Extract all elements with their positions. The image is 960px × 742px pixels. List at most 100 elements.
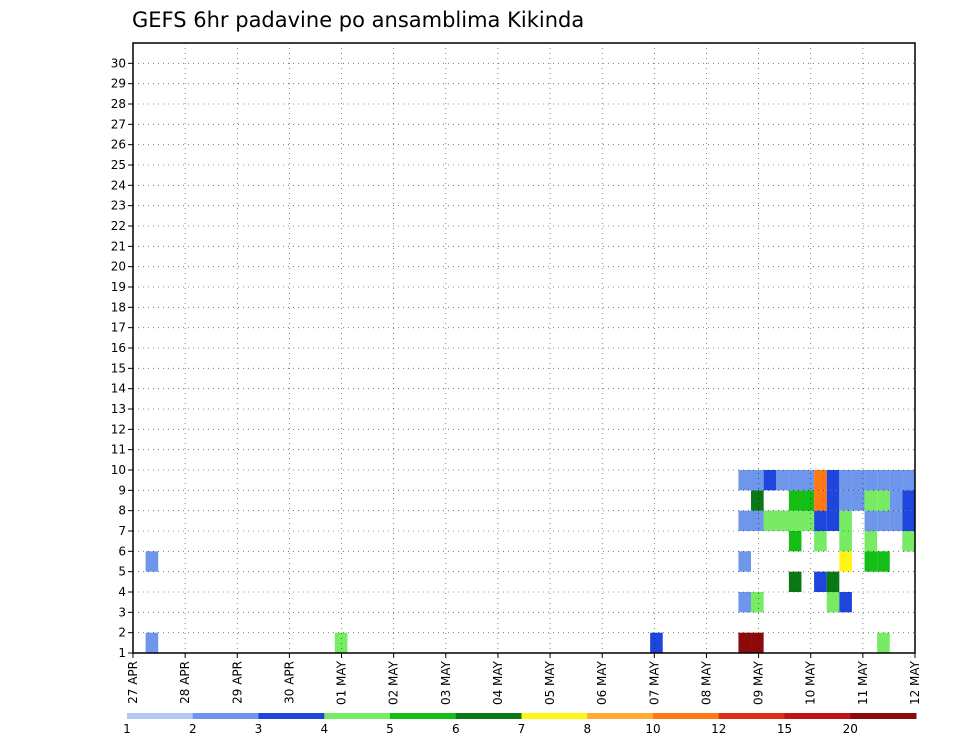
y-tick-label: 17 [111,321,126,335]
x-tick-label: 11 MAY [856,660,870,705]
heatmap-cell [763,470,777,491]
heatmap-cell [751,632,764,653]
heatmap-cell [738,592,752,613]
y-tick-label: 14 [111,382,126,396]
heatmap-cell [776,510,789,531]
y-tick-label: 10 [111,463,126,477]
x-tick-label: 02 MAY [387,660,401,705]
heatmap-cell [902,470,915,491]
chart-title: GEFS 6hr padavine po ansamblima Kikinda [132,8,584,32]
heatmap-cell [788,470,802,491]
heatmap-cell [864,531,878,552]
colorbar: 1 2 3 4 5 6 7 8 10 12 15 20 [123,713,917,736]
y-tick-label: 3 [118,605,126,619]
colorbar-label: 8 [583,722,591,736]
colorbar-label: 15 [777,722,792,736]
heatmap-cell [851,470,865,491]
y-tick-label: 5 [118,565,126,579]
heatmap-cell [877,632,890,653]
y-tick-label: 28 [111,97,126,111]
y-tick-label: 29 [111,77,126,91]
heatmap-cell [801,470,815,491]
heatmap-cell [738,632,752,653]
y-tick-label: 27 [111,117,126,131]
colorbar-segment [784,713,851,719]
y-tick-label: 22 [111,219,126,233]
x-tick-label: 10 MAY [804,660,818,705]
heatmap-cell [814,531,827,552]
y-tick-label: 16 [111,341,126,355]
heatmap-cell [826,571,840,592]
y-tick-label: 25 [111,158,126,172]
heatmap-cell [788,490,802,511]
colorbar-segment [521,713,588,719]
y-tick-label: 15 [111,361,126,375]
colorbar-label: 6 [452,722,460,736]
heatmap-cell [826,490,840,511]
y-tick-label: 12 [111,422,126,436]
x-tick-label: 30 APR [282,661,296,704]
colorbar-segment [718,713,785,719]
heatmap-cell [839,592,852,613]
colorbar-segment [455,713,522,719]
colorbar-segment [390,713,457,719]
x-tick-label: 08 MAY [700,660,714,705]
y-axis: 1234567891011121314151617181920212223242… [111,56,133,660]
x-tick-label: 05 MAY [543,660,557,705]
heatmap-cell [851,490,865,511]
heatmap-cell [751,490,764,511]
x-tick-label: 06 MAY [595,660,609,705]
y-tick-label: 6 [118,544,126,558]
heatmap-cell [839,531,852,552]
heatmap-cell [788,571,802,592]
x-tick-label: 12 MAY [908,660,922,705]
x-tick-label: 09 MAY [752,660,766,705]
y-tick-label: 18 [111,300,126,314]
colorbar-segment [258,713,325,719]
heatmap-cell [145,632,159,653]
heatmap-cell [788,531,802,552]
heatmap-cell [864,490,878,511]
grid-lines [133,43,915,653]
heatmap-cell [738,551,752,572]
colorbar-segment [324,713,391,719]
heatmap-cell [814,470,827,491]
heatmap-cell [145,551,159,572]
colorbar-segment [653,713,720,719]
y-tick-label: 8 [118,504,126,518]
heatmap-cells [145,470,915,653]
y-tick-label: 21 [111,239,126,253]
heatmap-cell [864,470,878,491]
x-tick-label: 27 APR [126,661,140,704]
heatmap-cell [902,490,915,511]
colorbar-segment [192,713,259,719]
x-tick-label: 28 APR [178,661,192,704]
heatmap-cell [864,510,878,531]
heatmap-cell [751,592,764,613]
heatmap-cell [902,510,915,531]
y-tick-label: 11 [111,443,126,457]
y-tick-label: 24 [111,178,126,192]
heatmap-cell [814,510,827,531]
heatmap-cell [751,510,764,531]
heatmap-cell [839,490,852,511]
heatmap-cell [877,490,890,511]
heatmap-cell [334,632,348,653]
colorbar-segment [127,713,194,719]
heatmap-cell [877,510,890,531]
colorbar-label: 7 [518,722,526,736]
colorbar-label: 2 [189,722,197,736]
heatmap-cell [814,571,827,592]
x-tick-label: 04 MAY [491,660,505,705]
heatmap-cell [877,551,890,572]
heatmap-cell [763,510,777,531]
heatmap-cell [889,490,903,511]
y-tick-label: 1 [118,646,126,660]
y-tick-label: 2 [118,626,126,640]
x-tick-label: 07 MAY [647,660,661,705]
y-tick-label: 7 [118,524,126,538]
colorbar-label: 3 [255,722,263,736]
heatmap-cell [839,470,852,491]
heatmap-cell [650,632,663,653]
